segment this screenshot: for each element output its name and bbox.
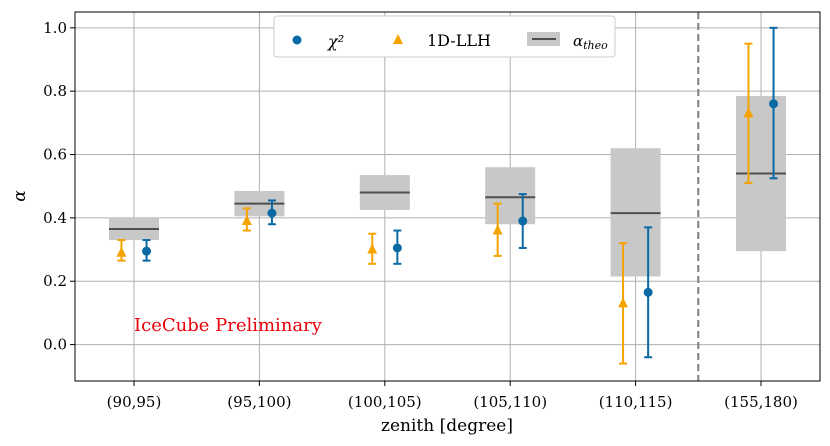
data-point-triangle	[618, 297, 629, 308]
x-tick-label: (95,100)	[227, 393, 291, 411]
series-markers	[116, 26, 779, 365]
y-tick-label: 0.0	[43, 336, 67, 354]
x-tick-label: (110,115)	[599, 393, 673, 411]
data-point-circle	[392, 243, 402, 253]
x-tick-label: (105,110)	[473, 393, 547, 411]
x-axis: (90,95) (95,100) (100,105) (105,110) (110,11…	[107, 381, 798, 411]
data-point-triangle	[241, 215, 252, 226]
legend-triangle-icon	[393, 34, 403, 44]
legend-label-1dllh: 1D-LLH	[427, 31, 491, 50]
y-tick-label: 1.0	[43, 19, 67, 37]
data-point-triangle	[492, 224, 503, 235]
legend-label-chi2: χ²	[327, 32, 344, 51]
data-point-circle	[267, 208, 277, 218]
y-tick-label: 0.8	[43, 82, 67, 100]
legend-entry-1dllh: 1D-LLH	[393, 31, 491, 50]
legend-entry-chi2: χ²	[292, 32, 344, 51]
legend: χ² 1D-LLH αtheo	[273, 15, 616, 58]
y-tick-label: 0.6	[43, 146, 67, 164]
x-tick-label: (90,95)	[107, 393, 162, 411]
y-tick-label: 0.2	[43, 272, 67, 290]
theory-boxes	[109, 95, 786, 277]
y-axis: 0.0 0.2 0.4 0.6 0.8 1.0	[43, 19, 75, 354]
data-point-triangle	[743, 107, 754, 118]
data-point-triangle	[367, 243, 378, 254]
data-point-circle	[142, 246, 152, 256]
plot-frame	[74, 11, 821, 382]
x-tick-label: (155,180)	[724, 393, 798, 411]
annotation: IceCube Preliminary	[134, 315, 323, 336]
x-axis-label: zenith [degree]	[381, 416, 513, 436]
legend-frame	[273, 15, 616, 58]
data-point-circle	[643, 287, 653, 297]
data-point-triangle	[116, 246, 127, 257]
data-point-circle	[518, 216, 528, 226]
y-tick-label: 0.4	[43, 209, 67, 227]
theory-box	[485, 167, 536, 225]
legend-circle-icon	[292, 35, 302, 45]
data-point-circle	[769, 99, 779, 109]
x-tick-label: (100,105)	[348, 393, 422, 411]
y-axis-label: α	[10, 190, 30, 202]
